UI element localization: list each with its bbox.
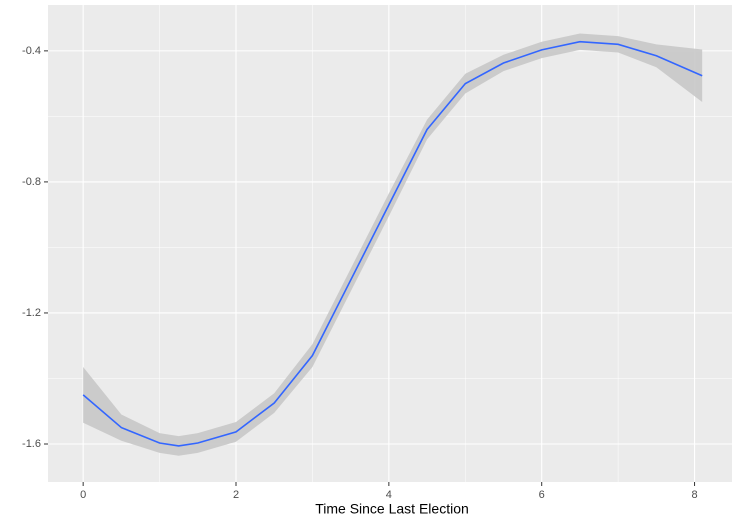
x-tick-label: 8 <box>691 489 697 501</box>
y-tick-label: -0.4 <box>22 45 41 57</box>
panel <box>48 5 732 482</box>
smooth-line <box>82 40 703 447</box>
x-tick-label: 4 <box>386 489 392 501</box>
x-tick-label: 0 <box>80 489 86 501</box>
x-tick-label: 6 <box>539 489 545 501</box>
y-tick-label: -1.6 <box>22 438 41 450</box>
x-tick-label: 2 <box>233 489 239 501</box>
y-tick-label: -0.8 <box>22 176 41 188</box>
x-axis-title: Time Since Last Election <box>315 501 469 517</box>
y-tick-label: -1.2 <box>22 307 41 319</box>
